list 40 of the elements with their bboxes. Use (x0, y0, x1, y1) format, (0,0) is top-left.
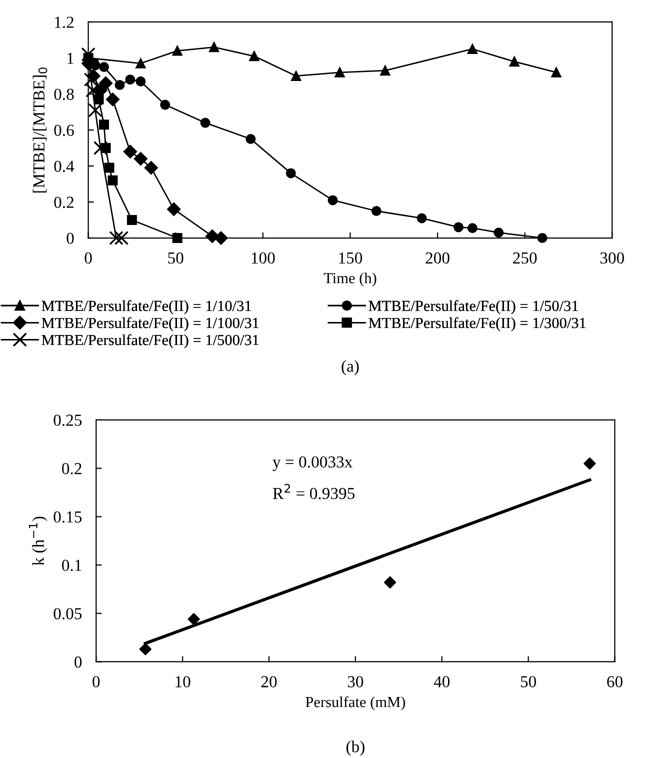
x-tick-label: 30 (348, 676, 364, 688)
y-tick-label: 0 (66, 232, 74, 244)
x-tick-label: 250 (513, 252, 537, 264)
legend-label: MTBE/Persulfate/Fe(II) = 1/50/31 (368, 300, 578, 314)
x-axis-title: Persulfate (mM) (306, 696, 406, 710)
x-tick-label: 20 (261, 676, 277, 688)
x-tick-label: 10 (176, 676, 190, 688)
annotation: y = 0.0033x (272, 456, 352, 472)
x-tick-label: 100 (252, 252, 275, 264)
x-tick-label: 0 (92, 676, 100, 688)
y-tick-label: 0.2 (54, 196, 74, 208)
y-axis-title: [MTBE]/[MTBE]$_{0}$ (32, 68, 48, 193)
y-tick-label: 1 (68, 52, 74, 64)
y-tick-label: 0.2 (62, 462, 82, 474)
x-tick-label: 300 (600, 252, 624, 264)
y-tick-label: 0.4 (54, 160, 74, 172)
y-tick-label: 0.05 (54, 608, 82, 620)
text: (b) (346, 740, 364, 756)
x-tick-label: 0 (84, 252, 92, 264)
y-tick-label: 0.25 (54, 414, 82, 426)
legend-label: MTBE/Persulfate/Fe(II) = 1/500/31 (42, 334, 259, 348)
legend-label: MTBE/Persulfate/Fe(II) = 1/100/31 (42, 317, 259, 332)
x-tick-label: 60 (607, 676, 622, 688)
x-tick-label: 50 (520, 676, 536, 688)
y-tick-label: 0.6 (54, 124, 74, 136)
x-axis-title: Time (h) (324, 272, 376, 286)
x-tick-label: 150 (339, 252, 362, 264)
x-tick-label: 40 (434, 676, 450, 688)
y-tick-label: 0.1 (62, 560, 82, 572)
x-tick-label: 200 (426, 252, 450, 264)
y-axis-title: k (h$^{−1}$) (28, 516, 48, 566)
x-tick-label: 50 (168, 252, 184, 264)
y-tick-label: 0.8 (54, 88, 74, 100)
y-tick-label: 0 (74, 656, 82, 668)
text: (a) (342, 360, 359, 376)
y-tick-label: 1.2 (55, 16, 74, 28)
legend-label: MTBE/Persulfate/Fe(II) = 1/300/31 (368, 317, 586, 332)
y-tick-label: 0.15 (54, 511, 82, 523)
legend-label: MTBE/Persulfate/Fe(II) = 1/10/31 (42, 300, 251, 314)
annotation: R$^{2}$ = 0.9395 (272, 484, 355, 500)
